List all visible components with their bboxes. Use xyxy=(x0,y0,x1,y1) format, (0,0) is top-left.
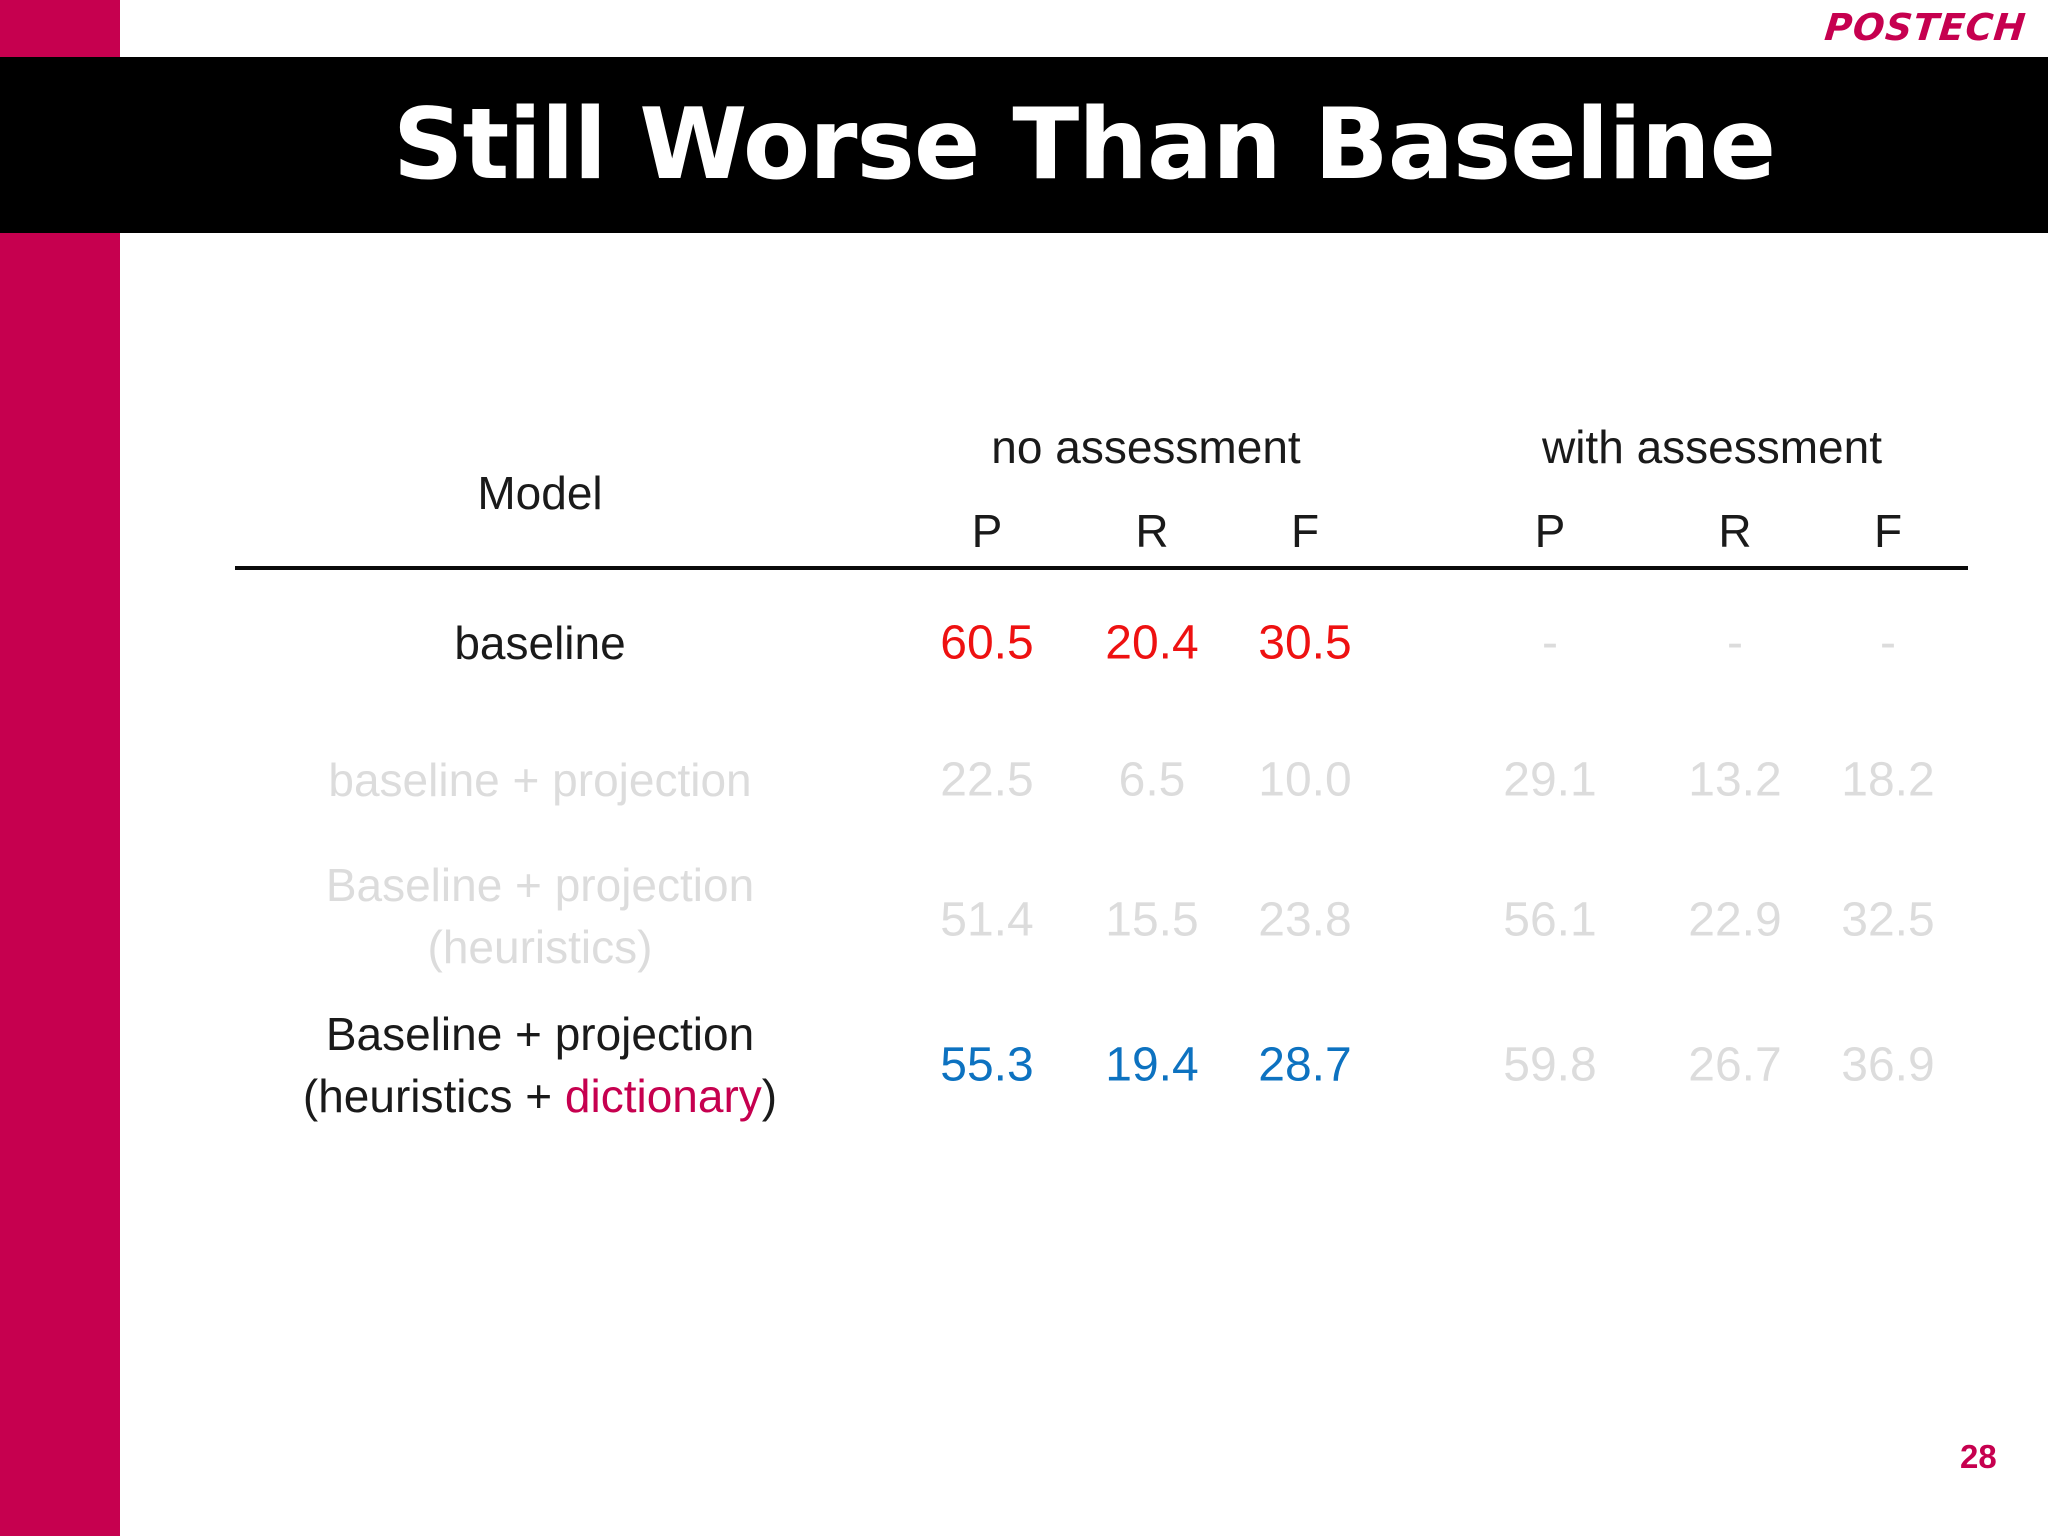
row-heuristics-label: Baseline + projection (heuristics) xyxy=(326,854,754,978)
subheader-p-with: P xyxy=(1534,505,1566,557)
cell-projection-with-p: 29.1 xyxy=(1503,753,1597,807)
slide-title: Still Worse Than Baseline xyxy=(392,88,1776,202)
group-header-no-assessment: no assessment xyxy=(991,421,1301,473)
group-header-with-assessment: with assessment xyxy=(1541,421,1883,473)
postech-logo: POSTECH xyxy=(1822,6,2029,49)
cell-heuristics-with-r: 22.9 xyxy=(1688,893,1782,947)
cell-dictionary-no-f: 28.7 xyxy=(1258,1038,1352,1092)
subheader-f-with: F xyxy=(1873,505,1903,557)
cell-dictionary-with-r: 26.7 xyxy=(1688,1038,1782,1092)
row-dictionary-label-accent: dictionary xyxy=(564,1070,762,1122)
cell-projection-no-r: 6.5 xyxy=(1118,753,1186,807)
cell-heuristics-with-p: 56.1 xyxy=(1503,893,1597,947)
title-bar: Still Worse Than Baseline xyxy=(0,57,2048,233)
row-heuristics-label-line2: (heuristics) xyxy=(427,921,653,973)
row-baseline-label: baseline xyxy=(454,617,626,669)
row-dictionary-label: Baseline + projection (heuristics + dict… xyxy=(303,1003,777,1127)
cell-dictionary-no-r: 19.4 xyxy=(1105,1038,1199,1092)
row-dictionary-label-line2-suffix: ) xyxy=(761,1070,778,1122)
cell-baseline-with-r: - xyxy=(1727,616,1743,670)
cell-baseline-no-r: 20.4 xyxy=(1105,616,1199,670)
row-dictionary-label-line2-prefix: (heuristics + xyxy=(302,1070,565,1122)
cell-projection-no-p: 22.5 xyxy=(940,753,1034,807)
subheader-r-with: R xyxy=(1718,505,1752,557)
cell-baseline-with-p: - xyxy=(1542,616,1558,670)
cell-baseline-with-f: - xyxy=(1880,616,1896,670)
cell-baseline-no-p: 60.5 xyxy=(940,616,1034,670)
cell-projection-with-r: 13.2 xyxy=(1688,753,1782,807)
cell-dictionary-with-f: 36.9 xyxy=(1841,1038,1935,1092)
left-accent-bar xyxy=(0,0,120,1536)
cell-dictionary-no-p: 55.3 xyxy=(940,1038,1034,1092)
cell-heuristics-no-p: 51.4 xyxy=(940,893,1034,947)
row-dictionary-label-line1: Baseline + projection xyxy=(325,1008,755,1060)
cell-heuristics-with-f: 32.5 xyxy=(1841,893,1935,947)
cell-dictionary-with-p: 59.8 xyxy=(1503,1038,1597,1092)
cell-projection-with-f: 18.2 xyxy=(1841,753,1935,807)
row-heuristics-label-line1: Baseline + projection xyxy=(325,859,755,911)
cell-baseline-no-f: 30.5 xyxy=(1258,616,1352,670)
subheader-f-no: F xyxy=(1290,505,1320,557)
subheader-p-no: P xyxy=(971,505,1003,557)
row-projection-label: baseline + projection xyxy=(328,754,752,806)
col-header-model: Model xyxy=(477,467,603,519)
page-number: 28 xyxy=(1960,1438,1997,1475)
table-header-rule xyxy=(235,566,1968,570)
subheader-r-no: R xyxy=(1135,505,1169,557)
cell-projection-no-f: 10.0 xyxy=(1258,753,1352,807)
cell-heuristics-no-r: 15.5 xyxy=(1105,893,1199,947)
cell-heuristics-no-f: 23.8 xyxy=(1258,893,1352,947)
